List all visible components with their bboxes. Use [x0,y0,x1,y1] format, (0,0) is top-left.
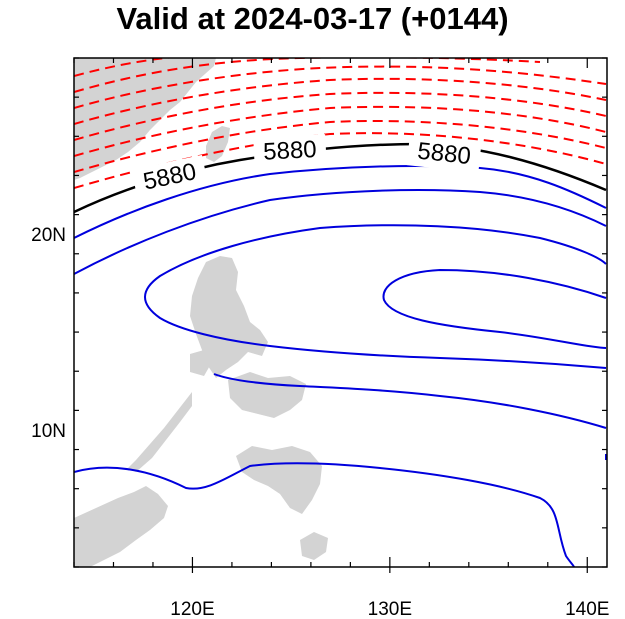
map-frame [73,57,608,568]
x-tick-label: 120E [170,599,214,619]
y-tick-label: 10N [31,421,66,442]
land-mindoro [190,350,212,376]
land-mainland-china [74,58,216,180]
x-tick-label: 130E [368,599,412,619]
contours-below-5880 [74,165,607,567]
land-sulawesi [300,532,328,560]
land-palawan [128,392,192,472]
land-taiwan [206,126,230,162]
land-visayas [228,372,306,418]
land-masses [74,58,328,567]
map-title: Valid at 2024-03-17 (+0144) [116,1,509,36]
contours-above-5880 [74,58,607,189]
land-borneo [74,486,168,567]
y-tick-label: 20N [31,225,66,246]
land-mindanao [236,446,322,514]
contour-label-5880-west: 5880 [141,158,199,196]
contour-label-5880-center: 5880 [263,136,318,166]
land-luzon [190,256,268,378]
x-tick-label: 140E [565,599,609,619]
contour-label-5880-east: 5880 [416,138,472,170]
